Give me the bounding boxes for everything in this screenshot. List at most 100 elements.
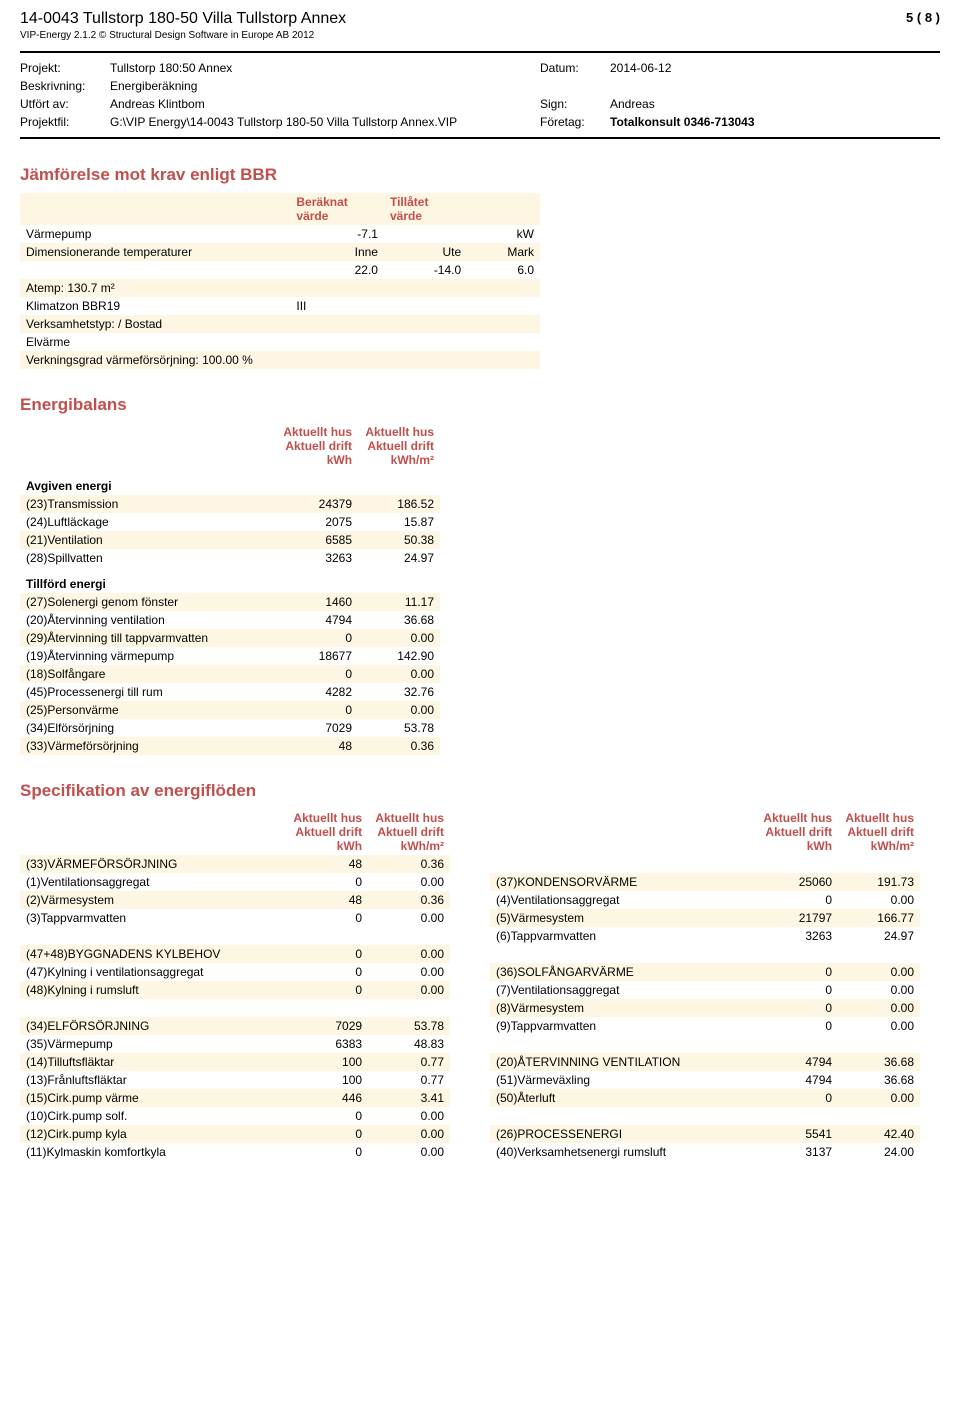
table-row: (19)Återvinning värmepump18677142.90 [20,647,440,665]
row-label: (24)Luftläckage [20,513,276,531]
row-v1: 446 [286,1089,368,1107]
row-label: (28)Spillvatten [20,549,276,567]
row-label: (3)Tappvarmvatten [20,909,286,927]
meta-beskrivning-label: Beskrivning: [20,77,110,95]
row-v1: 0 [286,873,368,891]
bbr-title: Jämförelse mot krav enligt BBR [20,165,940,185]
row-v1: 48 [276,737,358,755]
table-row: (36)SOLFÅNGARVÄRME00.00 [490,963,920,981]
meta-block: Projekt: Tullstorp 180:50 Annex Datum: 2… [20,51,940,139]
table-row: (47+48)BYGGNADENS KYLBEHOV00.00 [20,945,450,963]
software-subline: VIP-Energy 2.1.2 © Structural Design Sof… [20,30,940,41]
row-label: (47)Kylning i ventilationsaggregat [20,963,286,981]
bbr-row: Klimatzon BBR19III [20,297,540,315]
bbr-cell: kW [467,225,540,243]
row-v2: 0.00 [838,963,920,981]
table-row: (5)Värmesystem21797166.77 [490,909,920,927]
table-row: (50)Återluft00.00 [490,1089,920,1107]
meta-utfort-label: Utfört av: [20,95,110,113]
row-v2: 166.77 [838,909,920,927]
row-v1: 0 [286,1107,368,1125]
bbr-cell [384,333,467,351]
row-v1: 7029 [276,719,358,737]
bbr-cell [384,225,467,243]
table-row: (7)Ventilationsaggregat00.00 [490,981,920,999]
row-v1: 3263 [276,549,358,567]
row-label: (11)Kylmaskin komfortkyla [20,1143,286,1161]
row-v2: 0.00 [368,945,450,963]
row-v1: 0 [276,629,358,647]
row-v2: 0.36 [368,891,450,909]
row-v2: 0.36 [368,855,450,873]
row-v1: 48 [286,855,368,873]
row-label: (34)Elförsörjning [20,719,276,737]
row-v2: 0.00 [838,1089,920,1107]
row-v2: 0.77 [368,1071,450,1089]
row-label: (47+48)BYGGNADENS KYLBEHOV [20,945,286,963]
table-row: (15)Cirk.pump värme4463.41 [20,1089,450,1107]
row-v1: 3263 [756,927,838,945]
meta-projektfil: G:\VIP Energy\14-0043 Tullstorp 180-50 V… [110,113,540,131]
row-v1: 2075 [276,513,358,531]
row-v2: 50.38 [358,531,440,549]
row-label: (37)KONDENSORVÄRME [490,873,756,891]
table-row: (12)Cirk.pump kyla00.00 [20,1125,450,1143]
row-v2: 0.00 [358,629,440,647]
row-v2: 36.68 [838,1053,920,1071]
table-row: (24)Luftläckage207515.87 [20,513,440,531]
row-v2: 191.73 [838,873,920,891]
tillford-label: Tillförd energi [20,567,440,593]
bbr-cell [384,297,467,315]
bbr-cell: Verkningsgrad värmeförsörjning: 100.00 % [20,351,290,369]
row-v1: 21797 [756,909,838,927]
row-label: (29)Återvinning till tappvarmvatten [20,629,276,647]
row-v2: 0.00 [358,701,440,719]
row-v2: 32.76 [358,683,440,701]
spec-table-right: Aktuellt hus Aktuell drift kWh Aktuellt … [490,809,920,1161]
spec-hdr-l1: Aktuellt hus Aktuell drift kWh [286,809,368,855]
row-v2: 0.00 [838,999,920,1017]
table-row: (33)VÄRMEFÖRSÖRJNING480.36 [20,855,450,873]
table-row: (47)Kylning i ventilationsaggregat00.00 [20,963,450,981]
row-v1: 6585 [276,531,358,549]
table-row: (26)PROCESSENERGI554142.40 [490,1125,920,1143]
table-row: (8)Värmesystem00.00 [490,999,920,1017]
bbr-row: Atemp: 130.7 m² [20,279,540,297]
table-row: (37)KONDENSORVÄRME25060191.73 [490,873,920,891]
row-label: (14)Tilluftsfläktar [20,1053,286,1071]
row-label: (18)Solfångare [20,665,276,683]
row-v2: 3.41 [368,1089,450,1107]
row-v2: 186.52 [358,495,440,513]
spec-table-left: Aktuellt hus Aktuell drift kWh Aktuellt … [20,809,450,1161]
bbr-hdr-till: Tillåtet värde [384,193,467,225]
row-v2: 24.97 [838,927,920,945]
bbr-cell [384,351,467,369]
row-label: (50)Återluft [490,1089,756,1107]
row-label: (33)VÄRMEFÖRSÖRJNING [20,855,286,873]
table-row: (20)ÅTERVINNING VENTILATION479436.68 [490,1053,920,1071]
row-label: (35)Värmepump [20,1035,286,1053]
table-row: (23)Transmission24379186.52 [20,495,440,513]
row-label: (12)Cirk.pump kyla [20,1125,286,1143]
bbr-cell [290,279,384,297]
row-v1: 0 [286,945,368,963]
bbr-cell [290,351,384,369]
bbr-cell [20,261,290,279]
meta-projekt-label: Projekt: [20,59,110,77]
row-v1: 0 [286,1143,368,1161]
row-v1: 0 [286,1125,368,1143]
table-row: (9)Tappvarmvatten00.00 [490,1017,920,1035]
row-v1: 1460 [276,593,358,611]
row-v1: 0 [756,1089,838,1107]
meta-beskrivning: Energiberäkning [110,77,540,95]
table-row: (3)Tappvarmvatten00.00 [20,909,450,927]
energibalans-title: Energibalans [20,395,940,415]
table-row: (13)Frånluftsfläktar1000.77 [20,1071,450,1089]
row-v1: 0 [286,981,368,999]
table-row: (14)Tilluftsfläktar1000.77 [20,1053,450,1071]
row-v1: 4794 [756,1071,838,1089]
row-v2: 36.68 [838,1071,920,1089]
spec-hdr-r1: Aktuellt hus Aktuell drift kWh [756,809,838,855]
meta-datum-label: Datum: [540,59,610,77]
row-label: (40)Verksamhetsenergi rumsluft [490,1143,756,1161]
